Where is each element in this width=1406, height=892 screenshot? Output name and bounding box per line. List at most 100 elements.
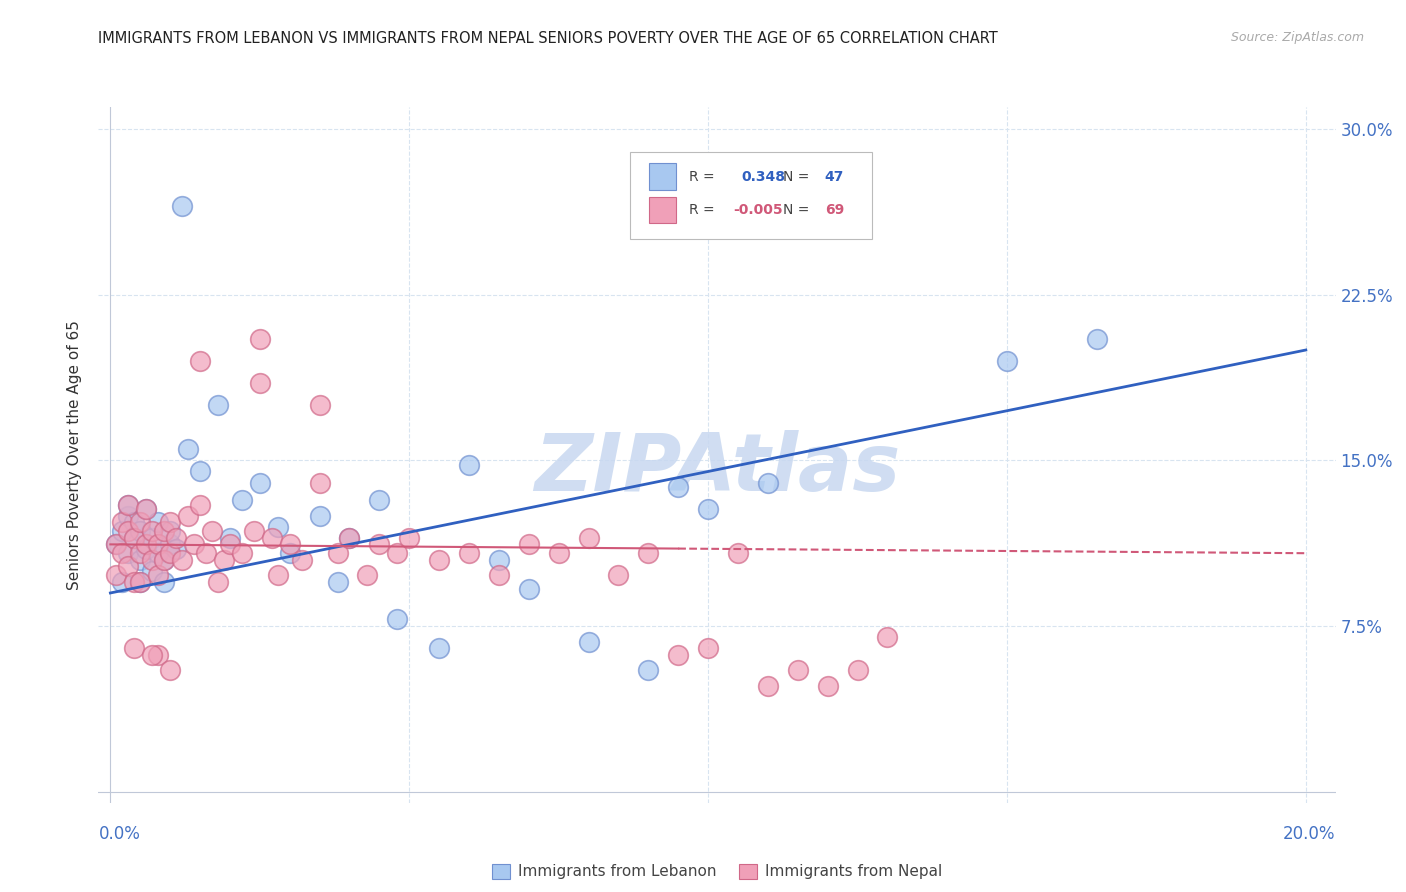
- Point: [177, 508, 200, 523]
- Point: [278, 546, 301, 560]
- Point: [697, 502, 720, 516]
- Point: [117, 524, 139, 538]
- Point: [607, 568, 630, 582]
- Point: [124, 574, 146, 589]
- Point: [727, 546, 749, 560]
- Point: [148, 648, 170, 662]
- Point: [172, 199, 194, 213]
- Point: [135, 502, 157, 516]
- Point: [846, 663, 869, 677]
- Point: [756, 679, 779, 693]
- Point: [105, 537, 128, 551]
- Point: [105, 568, 128, 582]
- Point: [124, 516, 146, 530]
- Point: [488, 553, 510, 567]
- Point: [153, 553, 176, 567]
- Point: [148, 568, 170, 582]
- Point: [249, 376, 271, 391]
- Point: [153, 553, 176, 567]
- Point: [249, 332, 271, 346]
- Text: R =: R =: [689, 169, 714, 184]
- Point: [387, 612, 409, 626]
- Point: [159, 524, 181, 538]
- Point: [308, 475, 330, 490]
- Point: [111, 524, 134, 538]
- Point: [111, 516, 134, 530]
- Point: [165, 541, 187, 556]
- Point: [148, 537, 170, 551]
- Point: [278, 537, 301, 551]
- Point: [117, 559, 139, 574]
- Point: [756, 475, 779, 490]
- Point: [339, 531, 361, 545]
- Point: [148, 546, 170, 560]
- Point: [786, 663, 808, 677]
- Point: [488, 568, 510, 582]
- Point: [666, 648, 689, 662]
- Point: [212, 553, 235, 567]
- Point: [326, 574, 349, 589]
- Point: [267, 568, 290, 582]
- Point: [219, 531, 242, 545]
- Point: [172, 553, 194, 567]
- Point: [117, 546, 139, 560]
- Point: [148, 516, 170, 530]
- Point: [578, 531, 600, 545]
- Point: [165, 531, 187, 545]
- Point: [129, 574, 152, 589]
- Point: [666, 480, 689, 494]
- Point: [578, 634, 600, 648]
- Point: [188, 465, 211, 479]
- Point: [135, 502, 157, 516]
- Y-axis label: Seniors Poverty Over the Age of 65: Seniors Poverty Over the Age of 65: [67, 320, 83, 590]
- Point: [129, 553, 152, 567]
- Point: [129, 516, 152, 530]
- Text: ZIPAtlas: ZIPAtlas: [534, 430, 900, 508]
- Point: [159, 663, 181, 677]
- Point: [427, 553, 450, 567]
- Point: [517, 582, 540, 596]
- Point: [135, 537, 157, 551]
- Point: [1085, 332, 1108, 346]
- Point: [267, 519, 290, 533]
- Point: [876, 630, 898, 644]
- Point: [207, 574, 229, 589]
- Point: [637, 663, 659, 677]
- Point: [291, 553, 314, 567]
- Point: [159, 546, 181, 560]
- Point: [356, 568, 378, 582]
- Point: [995, 354, 1018, 368]
- Point: [398, 531, 420, 545]
- Text: 0.348: 0.348: [742, 169, 786, 184]
- Point: [308, 508, 330, 523]
- Point: [260, 531, 283, 545]
- Point: [517, 537, 540, 551]
- Text: 47: 47: [825, 169, 844, 184]
- Point: [387, 546, 409, 560]
- Bar: [650, 163, 676, 190]
- Point: [308, 398, 330, 412]
- Text: R =: R =: [689, 203, 714, 217]
- Point: [153, 524, 176, 538]
- Point: [111, 574, 134, 589]
- Point: [117, 508, 139, 523]
- Point: [141, 564, 163, 578]
- FancyBboxPatch shape: [630, 153, 872, 239]
- Point: [231, 546, 253, 560]
- Point: [177, 442, 200, 457]
- Point: [249, 475, 271, 490]
- Point: [124, 641, 146, 656]
- Text: 69: 69: [825, 203, 844, 217]
- Bar: [650, 197, 676, 223]
- Point: [458, 546, 481, 560]
- Point: [124, 531, 146, 545]
- Point: [339, 531, 361, 545]
- Text: N =: N =: [783, 169, 808, 184]
- Point: [129, 524, 152, 538]
- Point: [124, 531, 146, 545]
- Point: [817, 679, 839, 693]
- Point: [117, 498, 139, 512]
- Point: [117, 498, 139, 512]
- Point: [129, 574, 152, 589]
- Point: [195, 546, 218, 560]
